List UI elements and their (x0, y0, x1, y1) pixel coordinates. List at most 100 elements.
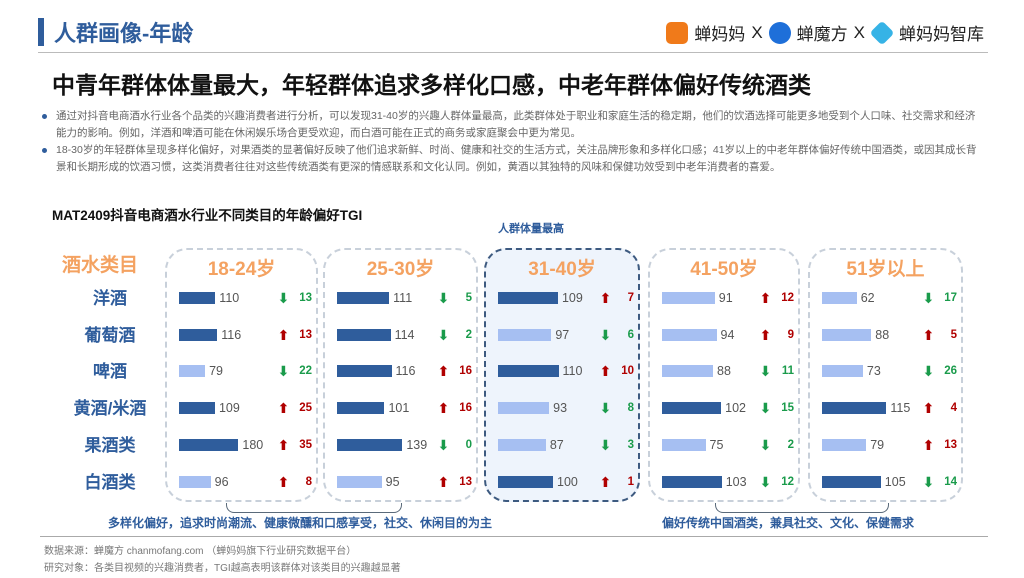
tgi-change: 12 (781, 292, 794, 304)
tgi-change: 5 (465, 292, 472, 304)
tgi-row: 79 ⬆ 13 (822, 435, 957, 455)
tgi-row: 102 ⬇ 15 (662, 398, 794, 418)
arrow-down-icon: ⬇ (437, 326, 450, 343)
tgi-bar (822, 402, 887, 414)
tgi-change: 15 (781, 402, 794, 414)
tgi-row: 87 ⬇ 3 (498, 435, 634, 455)
tgi-bar (822, 439, 867, 451)
tgi-change: 1 (627, 476, 634, 488)
tgi-bar (337, 402, 385, 414)
tgi-row: 110 ⬇ 13 (179, 288, 312, 308)
tgi-row: 62 ⬇ 17 (822, 288, 957, 308)
tgi-bar (498, 365, 559, 377)
arrow-up-icon: ⬆ (922, 326, 935, 343)
tgi-value: 88 (717, 364, 731, 378)
chanmama-logo-icon (666, 21, 689, 44)
tgi-change: 25 (299, 402, 312, 414)
arrow-up-icon: ⬆ (599, 289, 612, 306)
tgi-row: 73 ⬇ 26 (822, 361, 957, 381)
arrow-down-icon: ⬇ (759, 399, 772, 416)
tgi-value: 93 (553, 401, 568, 415)
logo-text: 蝉妈妈 (694, 25, 746, 44)
tgi-change: 16 (459, 402, 472, 414)
tgi-row: 96 ⬆ 8 (179, 472, 312, 492)
page-title: 人群画像-年龄 (54, 21, 194, 46)
tgi-bar (822, 329, 872, 341)
arrow-down-icon: ⬇ (277, 362, 290, 379)
tgi-change: 5 (950, 329, 957, 341)
tgi-value: 79 (870, 438, 885, 452)
tgi-value: 116 (395, 364, 416, 378)
arrow-down-icon: ⬇ (277, 289, 290, 306)
tgi-row: 101 ⬆ 16 (337, 398, 472, 418)
tgi-change: 13 (299, 292, 312, 304)
bullet-list: 通过对抖音电商酒水行业各个品类的兴趣消费者进行分析，可以发现31-40岁的兴趣人… (40, 108, 980, 176)
age-group-title: 51岁以上 (846, 259, 925, 280)
tgi-change: 0 (465, 439, 472, 451)
tgi-bar (662, 476, 722, 488)
tgi-row: 111 ⬇ 5 (337, 288, 472, 308)
tgi-row: 93 ⬇ 8 (498, 398, 634, 418)
tgi-row: 79 ⬇ 22 (179, 361, 312, 381)
tgi-bar (662, 292, 715, 304)
tgi-row: 91 ⬆ 12 (662, 288, 794, 308)
tgi-bar (179, 439, 239, 451)
tgi-row: 100 ⬆ 1 (498, 472, 634, 492)
arrow-up-icon: ⬆ (599, 362, 612, 379)
arrow-down-icon: ⬇ (922, 289, 935, 306)
arrow-up-icon: ⬆ (437, 473, 450, 490)
tgi-bar (498, 476, 553, 488)
tgi-row: 180 ⬆ 35 (179, 435, 312, 455)
tgi-value: 180 (242, 438, 264, 452)
tgi-value: 79 (209, 364, 223, 378)
arrow-up-icon: ⬆ (277, 473, 290, 490)
arrow-up-icon: ⬆ (277, 326, 290, 343)
tgi-row: 88 ⬇ 11 (662, 361, 794, 381)
tgi-row: 88 ⬆ 5 (822, 325, 957, 345)
zhiku-logo-icon (869, 20, 895, 45)
brand-logos: 蝉妈妈 X 蝉魔方 X 蝉妈妈智库 (666, 20, 984, 45)
arrow-down-icon: ⬇ (437, 436, 450, 453)
tgi-bar (337, 329, 391, 341)
tgi-row: 94 ⬆ 9 (662, 325, 794, 345)
tgi-change: 14 (944, 476, 957, 488)
category-label: 果酒类 (84, 436, 136, 455)
age-group-title: 25-30岁 (366, 259, 435, 280)
tgi-value: 94 (720, 328, 735, 342)
tgi-change: 8 (305, 476, 312, 488)
tgi-value: 116 (221, 328, 242, 342)
brace-old (715, 503, 889, 513)
tgi-value: 62 (860, 291, 875, 305)
arrow-down-icon: ⬇ (759, 473, 772, 490)
tgi-bar (822, 365, 863, 377)
title-accent-bar (38, 18, 44, 46)
tgi-value: 102 (725, 401, 747, 415)
tgi-bar (662, 439, 706, 451)
arrow-up-icon: ⬆ (437, 399, 450, 416)
tgi-bar (662, 365, 714, 377)
arrow-up-icon: ⬆ (759, 289, 772, 306)
header-divider (38, 52, 988, 53)
age-group-panel: 18-24岁 110 ⬇ 13 116 ⬆ 13 79 ⬇ 22 109 ⬆ 25 180 ⬆ 35 96 ⬆ 8 (165, 248, 318, 502)
note-old: 偏好传统中国酒类，兼具社交、文化、保健需求 (662, 516, 915, 530)
tgi-value: 95 (385, 475, 400, 489)
tgi-change: 4 (950, 402, 957, 414)
tgi-bar (179, 402, 215, 414)
arrow-up-icon: ⬆ (599, 473, 612, 490)
age-group-title: 31-40岁 (528, 259, 596, 280)
arrow-up-icon: ⬆ (277, 436, 290, 453)
tgi-change: 11 (781, 365, 794, 377)
tgi-value: 139 (406, 438, 428, 452)
logo-text: 蝉魔方 (796, 25, 848, 44)
arrow-up-icon: ⬆ (277, 399, 290, 416)
age-group-panel: 25-30岁 111 ⬇ 5 114 ⬇ 2 116 ⬆ 16 101 ⬆ 16 139 ⬇ 0 95 ⬆ 13 (323, 248, 478, 502)
age-group-panel: 41-50岁 91 ⬆ 12 94 ⬆ 9 88 ⬇ 11 102 ⬇ 15 75 ⬇ 2 103 ⬇ 12 (648, 248, 800, 502)
category-label: 白酒类 (84, 473, 136, 492)
tgi-row: 109 ⬆ 25 (179, 398, 312, 418)
tgi-value: 115 (890, 401, 911, 415)
tgi-change: 22 (299, 365, 312, 377)
category-label: 啤酒 (93, 362, 127, 381)
tgi-change: 17 (944, 292, 957, 304)
tgi-change: 10 (621, 365, 634, 377)
tgi-value: 111 (393, 291, 413, 305)
